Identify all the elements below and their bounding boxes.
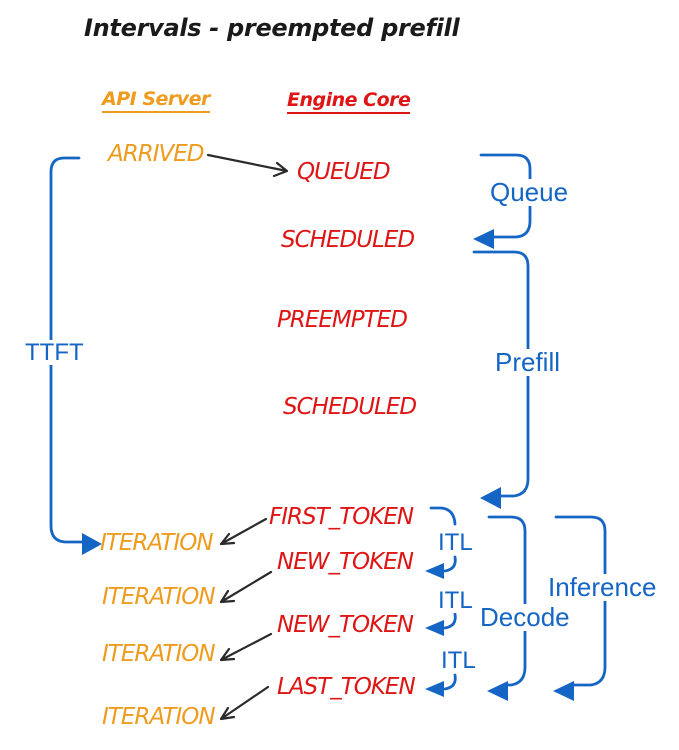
event-scheduled-2: SCHEDULED — [283, 394, 417, 420]
itl-arrow-3-line — [443, 673, 457, 691]
event-preempted: PREEMPTED — [277, 307, 408, 333]
event-iteration-2: ITERATION — [102, 584, 216, 610]
event-iteration-3: ITERATION — [102, 641, 216, 667]
interval-label-inference: Inference — [546, 572, 659, 602]
itl-top-corner-line — [429, 506, 457, 526]
new-token1-to-iteration-arrow — [219, 570, 273, 604]
itl-arrow-2-line — [443, 612, 457, 630]
column-header-engine-core: Engine Core — [287, 89, 411, 114]
itl-arrowhead-1 — [425, 563, 444, 579]
interval-label-decode: Decode — [478, 602, 572, 632]
page-title: Intervals - preempted prefill — [84, 14, 460, 42]
queue-arrowhead — [473, 229, 494, 249]
prefill-arrowhead — [480, 487, 501, 509]
event-first-token: FIRST_TOKEN — [269, 504, 414, 530]
event-new-token-2: NEW_TOKEN — [277, 612, 414, 638]
last-token-to-iteration-arrow — [219, 685, 270, 721]
event-new-token-1: NEW_TOKEN — [277, 549, 414, 575]
event-iteration-4: ITERATION — [102, 704, 216, 730]
itl-arrowhead-3 — [425, 681, 444, 697]
interval-label-queue: Queue — [488, 177, 571, 207]
event-queued: QUEUED — [297, 159, 391, 185]
column-header-api-server: API Server — [102, 88, 210, 113]
ttft-arrowhead — [82, 533, 102, 555]
inference-arrowhead — [553, 681, 574, 701]
interval-label-ttft: TTFT — [23, 339, 86, 366]
event-scheduled-1: SCHEDULED — [281, 227, 415, 253]
event-arrived: ARRIVED — [108, 141, 204, 167]
event-last-token: LAST_TOKEN — [277, 674, 416, 700]
itl-arrow-1-line — [443, 555, 457, 573]
new-token2-to-iteration-arrow — [219, 632, 273, 662]
interval-label-itl-3: ITL — [439, 647, 478, 674]
interval-label-itl-2: ITL — [436, 587, 475, 614]
decode-bracket-line — [487, 515, 527, 687]
interval-label-itl-1: ITL — [436, 529, 475, 556]
itl-arrowhead-2 — [425, 620, 444, 636]
interval-label-prefill: Prefill — [493, 347, 563, 377]
decode-arrowhead — [487, 681, 508, 701]
first-token-to-iteration-arrow — [219, 517, 268, 546]
arrived-to-queued-arrow — [206, 153, 289, 178]
event-iteration-1: ITERATION — [100, 530, 214, 556]
